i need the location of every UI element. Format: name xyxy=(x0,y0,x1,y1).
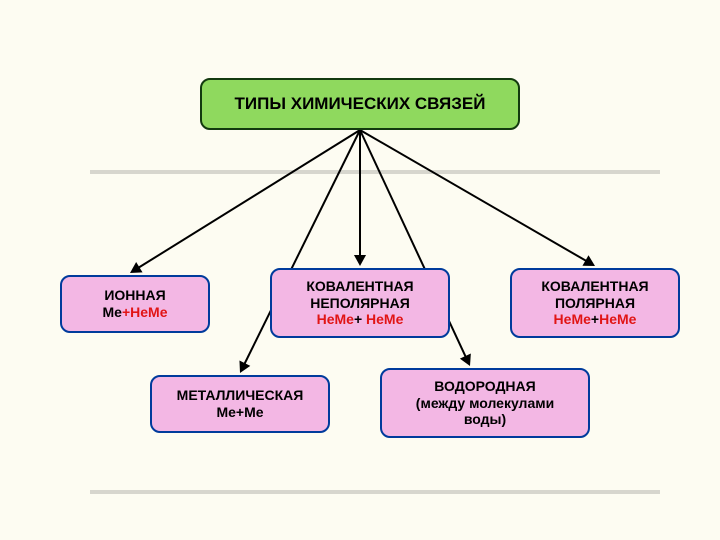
root-box: ТИПЫ ХИМИЧЕСКИХ СВЯЗЕЙ xyxy=(200,78,520,130)
diagram-stage: ТИПЫ ХИМИЧЕСКИХ СВЯЗЕЙ ИОННАЯМе+НеМе КОВАЛ… xyxy=(0,0,720,540)
arrow-head-4 xyxy=(582,255,595,266)
root-box-line-0: ТИПЫ ХИМИЧЕСКИХ СВЯЗЕЙ xyxy=(235,94,486,114)
child-box-metallic-line-1: Ме+Ме xyxy=(216,404,263,421)
child-box-ionic-line-0: ИОННАЯ xyxy=(104,287,165,304)
arrow-head-1 xyxy=(239,360,250,373)
shadow-bar-1 xyxy=(90,490,660,494)
child-box-hydrogen: ВОДОРОДНАЯ(между молекуламиводы) xyxy=(380,368,590,438)
child-box-ionic: ИОННАЯМе+НеМе xyxy=(60,275,210,333)
child-box-covalent-polar-line-0: КОВАЛЕНТНАЯ xyxy=(541,278,648,295)
child-box-covalent-polar-line-2: НеМе+НеМе xyxy=(554,311,637,328)
arrow-line-0 xyxy=(138,130,360,268)
arrow-line-4 xyxy=(360,130,586,261)
child-box-covalent-nonpolar: КОВАЛЕНТНАЯНЕПОЛЯРНАЯНеМе+ НеМе xyxy=(270,268,450,338)
child-box-covalent-nonpolar-line-0: КОВАЛЕНТНАЯ xyxy=(306,278,413,295)
arrow-head-2 xyxy=(354,255,366,266)
shadow-bar-0 xyxy=(90,170,660,174)
child-box-hydrogen-line-0: ВОДОРОДНАЯ xyxy=(434,378,535,395)
child-box-covalent-polar-line-1: ПОЛЯРНАЯ xyxy=(555,295,635,312)
child-box-metallic-line-0: МЕТАЛЛИЧЕСКАЯ xyxy=(177,387,304,404)
child-box-covalent-polar: КОВАЛЕНТНАЯПОЛЯРНАЯНеМе+НеМе xyxy=(510,268,680,338)
arrow-head-0 xyxy=(130,262,143,273)
arrow-head-3 xyxy=(460,353,471,366)
child-box-covalent-nonpolar-line-2: НеМе+ НеМе xyxy=(317,311,404,328)
child-box-hydrogen-line-1: (между молекулами xyxy=(416,395,554,412)
child-box-ionic-line-1: Ме+НеМе xyxy=(103,304,168,321)
child-box-hydrogen-line-2: воды) xyxy=(464,411,506,428)
child-box-covalent-nonpolar-line-1: НЕПОЛЯРНАЯ xyxy=(310,295,410,312)
child-box-metallic: МЕТАЛЛИЧЕСКАЯМе+Ме xyxy=(150,375,330,433)
